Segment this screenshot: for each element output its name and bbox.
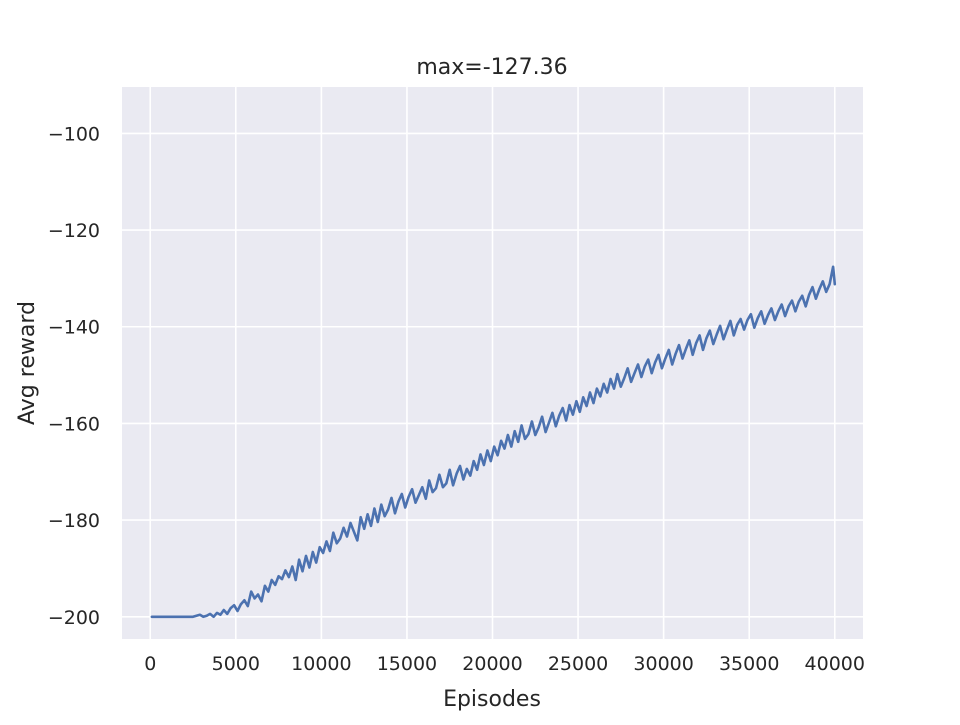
- series-line: [150, 265, 837, 619]
- x-tick-label: 40000: [805, 653, 865, 675]
- x-gridlines: [149, 87, 836, 639]
- y-tick-label: −120: [48, 220, 100, 242]
- x-axis-label: Episodes: [443, 687, 541, 712]
- chart-title: max=-127.36: [416, 55, 567, 80]
- y-tick-labels: −200 −180 −160 −140 −120 −100: [48, 123, 100, 628]
- y-tick-label: −180: [48, 510, 100, 532]
- x-tick-label: 30000: [633, 653, 693, 675]
- y-gridlines: [122, 132, 863, 618]
- y-tick-label: −200: [48, 607, 100, 629]
- x-tick-label: 20000: [462, 653, 522, 675]
- x-tick-labels: 0 5000 10000 15000 20000 25000 30000 35000 40000: [144, 653, 865, 675]
- x-tick-label: 10000: [291, 653, 351, 675]
- x-tick-label: 25000: [548, 653, 608, 675]
- x-tick-label: 35000: [719, 653, 779, 675]
- y-tick-label: −160: [48, 413, 100, 435]
- y-axis-label: Avg reward: [15, 301, 40, 425]
- x-tick-label: 0: [144, 653, 156, 675]
- y-tick-label: −100: [48, 123, 100, 145]
- x-tick-label: 5000: [212, 653, 260, 675]
- x-tick-label: 15000: [377, 653, 437, 675]
- y-tick-label: −140: [48, 317, 100, 339]
